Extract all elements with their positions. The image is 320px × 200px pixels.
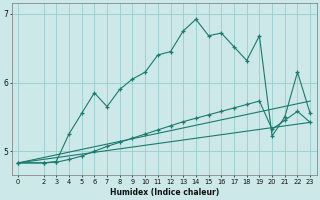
X-axis label: Humidex (Indice chaleur): Humidex (Indice chaleur) [109,188,219,197]
